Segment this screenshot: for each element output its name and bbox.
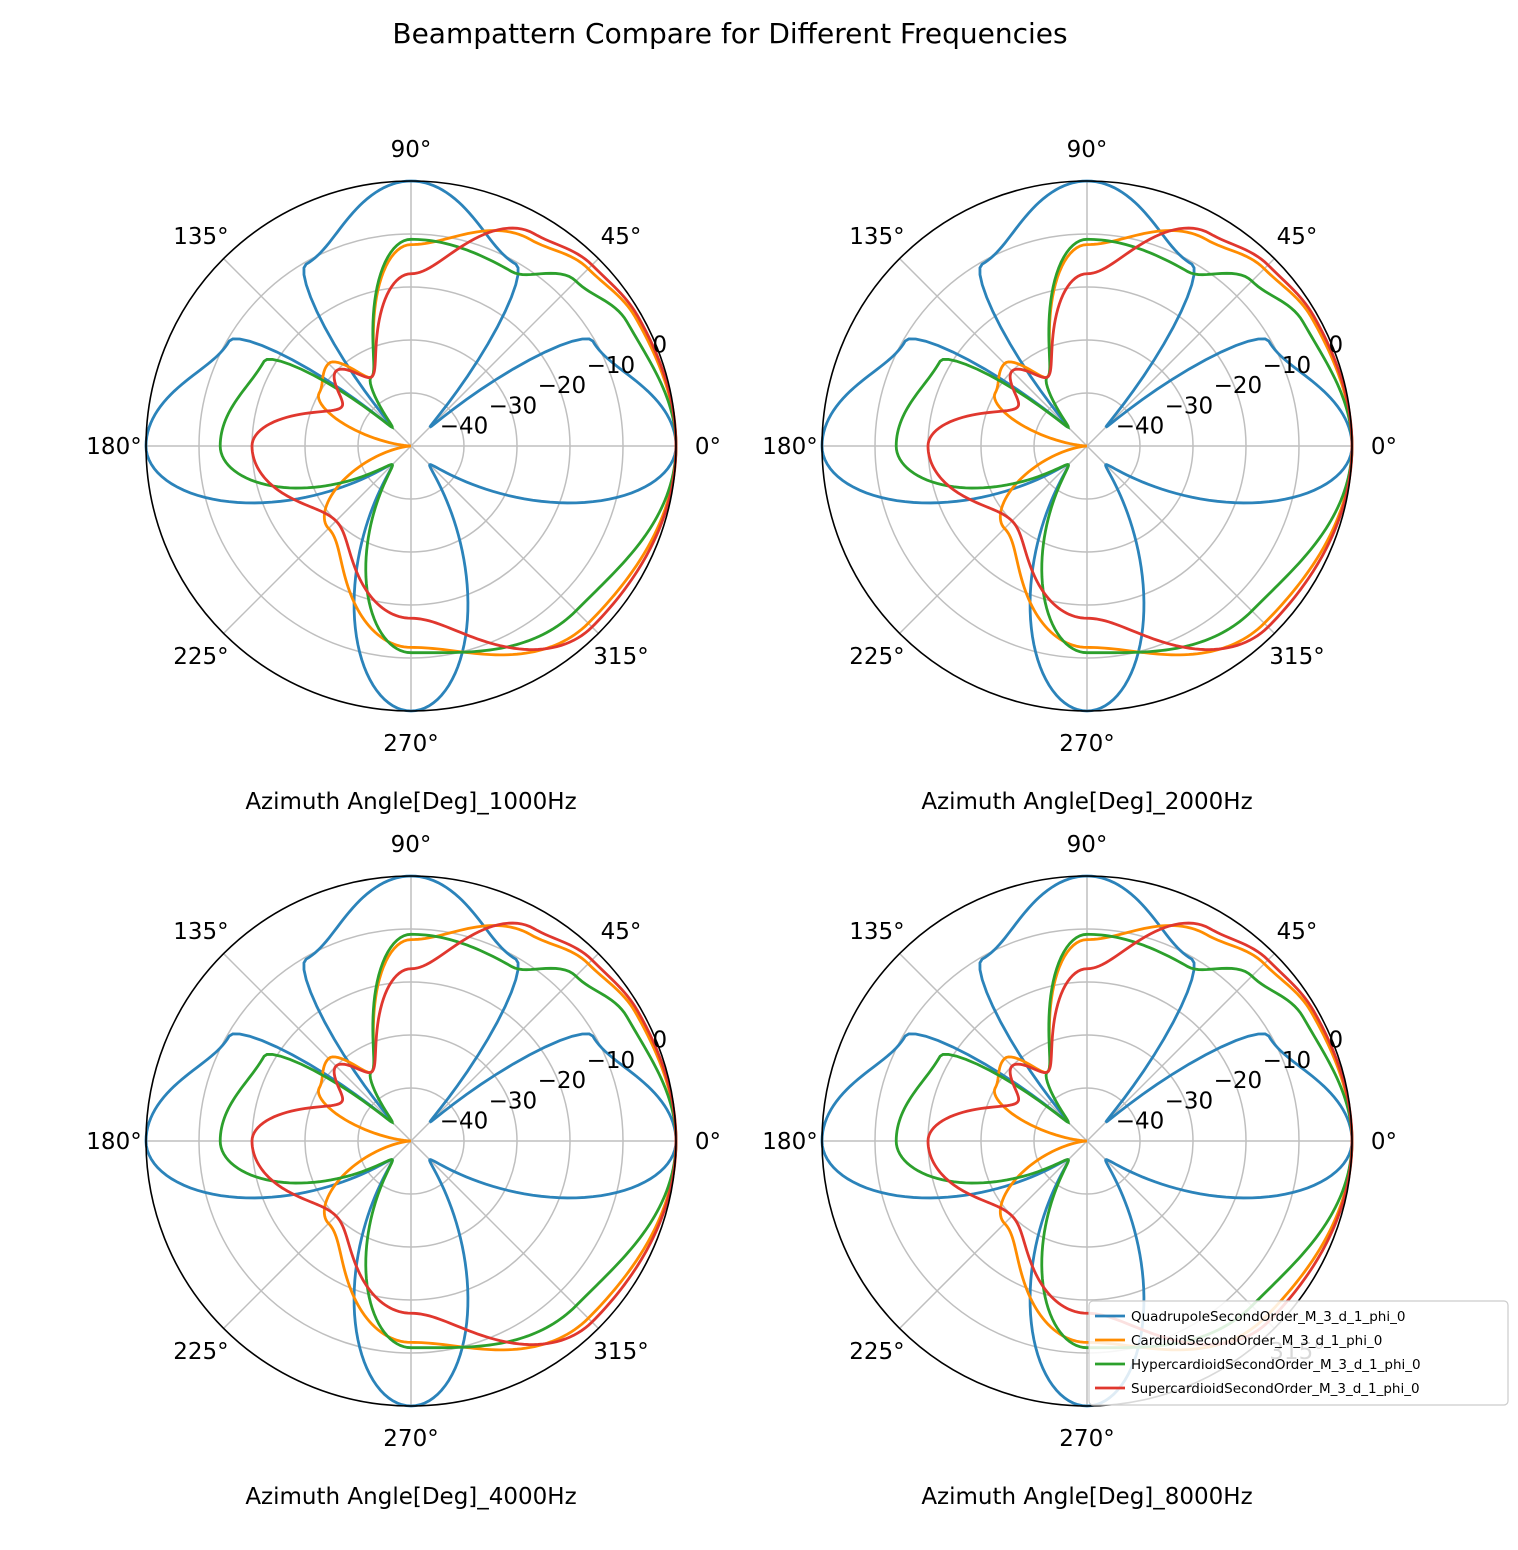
series-line-4: [250, 226, 678, 652]
radial-tick-label: −20: [538, 373, 587, 399]
angle-tick-label: 135°: [849, 224, 904, 250]
radial-tick-label: −40: [440, 1109, 489, 1135]
angular-gridline: [899, 445, 1088, 634]
angle-tick-label: 270°: [383, 1426, 438, 1452]
polar-subplot-4: 0°45°90°135°180°225°270°315°0−10−20−30−4…: [762, 832, 1397, 1510]
angle-tick-label: 315°: [1269, 644, 1324, 670]
angular-gridline: [899, 953, 1088, 1142]
series-line-2: [317, 924, 678, 1352]
angular-gridline: [1086, 445, 1275, 634]
angle-tick-label: 225°: [849, 644, 904, 670]
radial-tick-label: 0: [1329, 1028, 1344, 1054]
angular-gridline: [410, 445, 599, 634]
angle-tick-label: 180°: [762, 1129, 817, 1155]
series-line-4: [926, 226, 1354, 652]
radial-tick-label: −40: [440, 414, 489, 440]
polar-frame: [821, 180, 1353, 712]
angular-gridline: [899, 258, 1088, 447]
angular-gridline: [410, 258, 599, 447]
legend-box: [1088, 1300, 1509, 1406]
angle-tick-label: 90°: [391, 137, 432, 163]
angle-tick-label: 135°: [173, 224, 228, 250]
angular-gridline: [899, 1140, 1088, 1329]
angular-gridline: [223, 1140, 412, 1329]
angle-tick-label: 90°: [1067, 832, 1108, 858]
figure-title: Beampattern Compare for Different Freque…: [392, 17, 1067, 50]
angle-tick-label: 270°: [1059, 1426, 1114, 1452]
angular-gridline: [223, 953, 412, 1142]
polar-frame: [145, 180, 677, 712]
angle-tick-label: 225°: [849, 1339, 904, 1365]
angle-tick-label: 135°: [173, 919, 228, 945]
series-line-3: [218, 932, 678, 1350]
legend-entry: HypercardioidSecondOrder_M_3_d_1_phi_0: [1131, 1357, 1421, 1373]
angle-tick-label: 45°: [601, 919, 642, 945]
angle-tick-label: 0°: [695, 434, 721, 460]
angle-tick-label: 45°: [601, 224, 642, 250]
polar-subplot-1: 0° 45° 90° 135° 180° 225° 270° 315° 0 −10−20−30−4…: [86, 137, 721, 815]
series-line-3: [894, 237, 1354, 655]
subplot-xlabel: Azimuth Angle[Deg]_1000Hz: [245, 789, 576, 815]
polar-frame: [145, 875, 677, 1407]
radial-tick-label: 0: [1329, 333, 1344, 359]
series-line-3: [218, 237, 678, 655]
angle-tick-label: 135°: [849, 919, 904, 945]
subplot-xlabel: Azimuth Angle[Deg]_2000Hz: [921, 789, 1252, 815]
angular-gridline: [1086, 258, 1275, 447]
radial-tick-label: −40: [1116, 414, 1165, 440]
angular-gridline: [1086, 953, 1275, 1142]
angular-gridline: [223, 445, 412, 634]
angle-tick-label: 180°: [762, 434, 817, 460]
polar-subplot-3: 0° 45° 90° 135° 180° 225° 270° 315° 0 −10−20−30−4…: [86, 832, 721, 1510]
series-line-2: [317, 229, 678, 657]
radial-tick-label: −30: [489, 393, 538, 419]
subplot-xlabel: Azimuth Angle[Deg]_8000Hz: [921, 1484, 1252, 1510]
angle-tick-label: 225°: [173, 644, 228, 670]
subplot-xlabel: Azimuth Angle[Deg]_4000Hz: [245, 1484, 576, 1510]
angle-tick-label: 0°: [695, 1129, 721, 1155]
legend: QuadrupoleSecondOrder_M_3_d_1_phi_0 Cardi…: [1088, 1300, 1509, 1406]
radial-tick-label: −30: [489, 1088, 538, 1114]
radial-tick-label: −30: [1165, 1088, 1214, 1114]
angle-tick-label: 45°: [1277, 919, 1318, 945]
subplots: 0°45°90°135°180°225°270°315°0−10−20−30−4…: [86, 137, 1397, 1510]
polar-subplot-2: 0° 45° 90° 135° 180° 225° 270° 315° 0 −10−20−30−4…: [762, 137, 1397, 815]
series-line-4: [250, 921, 678, 1347]
angle-tick-label: 270°: [1059, 731, 1114, 757]
polar-frame: [821, 875, 1353, 1407]
angle-tick-label: 45°: [1277, 224, 1318, 250]
radial-tick-label: −10: [587, 1048, 636, 1074]
angular-gridline: [410, 953, 599, 1142]
series-line-2: [993, 229, 1354, 657]
angle-tick-label: 180°: [86, 1129, 141, 1155]
angular-gridline: [410, 1140, 599, 1329]
radial-tick-label: 0: [653, 1028, 668, 1054]
angle-tick-label: 0°: [1371, 434, 1397, 460]
radial-tick-label: −20: [1214, 1068, 1263, 1094]
angle-tick-label: 90°: [391, 832, 432, 858]
legend-entry: SupercardioidSecondOrder_M_3_d_1_phi_0: [1131, 1381, 1420, 1397]
radial-tick-label: −10: [587, 353, 636, 379]
angle-tick-label: 315°: [593, 644, 648, 670]
radial-tick-label: −20: [1214, 373, 1263, 399]
radial-tick-label: −40: [1116, 1109, 1165, 1135]
angle-tick-label: 90°: [1067, 137, 1108, 163]
angle-tick-label: 0°: [1371, 1129, 1397, 1155]
radial-tick-label: −10: [1263, 353, 1312, 379]
radial-tick-label: 0: [653, 333, 668, 359]
angle-tick-label: 315°: [593, 1339, 648, 1365]
radial-tick-label: −10: [1263, 1048, 1312, 1074]
legend-entry: QuadrupoleSecondOrder_M_3_d_1_phi_0: [1131, 1309, 1405, 1325]
angular-gridline: [223, 258, 412, 447]
angle-tick-label: 180°: [86, 434, 141, 460]
angle-tick-label: 270°: [383, 731, 438, 757]
angular-gridline: [1086, 1140, 1275, 1329]
legend-entry: CardioidSecondOrder_M_3_d_1_phi_0: [1131, 1333, 1382, 1349]
radial-tick-label: −30: [1165, 393, 1214, 419]
radial-tick-label: −20: [538, 1068, 587, 1094]
angle-tick-label: 225°: [173, 1339, 228, 1365]
